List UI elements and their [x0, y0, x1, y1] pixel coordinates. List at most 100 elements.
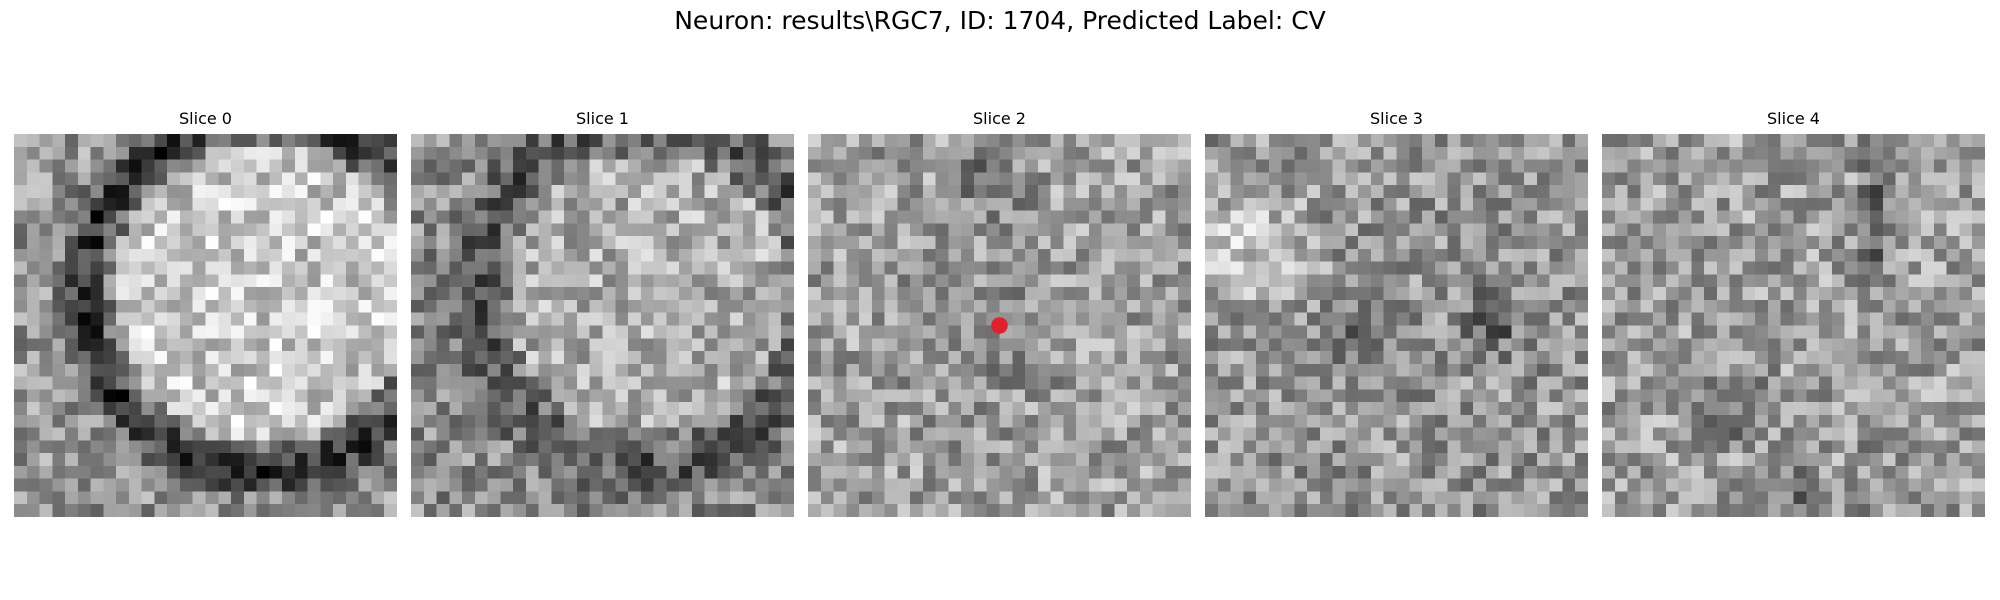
slice-pixel — [26, 134, 40, 148]
slice-pixel — [589, 248, 603, 262]
slice-pixel — [513, 159, 527, 173]
slice-pixel — [576, 376, 590, 390]
slice-pixel — [1819, 478, 1833, 492]
slice-pixel — [1127, 402, 1141, 416]
slice-pixel — [1294, 363, 1308, 377]
slice-pixel — [116, 287, 130, 301]
slice-pixel — [384, 146, 397, 160]
slice-pixel — [1908, 287, 1922, 301]
slice-pixel — [26, 159, 40, 173]
slice-pixel — [14, 478, 28, 492]
slice-pixel — [1434, 351, 1448, 365]
slice-pixel — [1088, 440, 1102, 454]
slice-pixel — [1319, 261, 1333, 275]
slice-pixel — [961, 146, 975, 160]
slice-pixel — [538, 478, 552, 492]
slice-pixel — [1793, 299, 1807, 313]
slice-pixel — [1729, 325, 1743, 339]
slice-pixel — [538, 402, 552, 416]
slice-pixel — [1959, 287, 1973, 301]
slice-pixel — [141, 299, 155, 313]
slice-pixel — [116, 312, 130, 326]
slice-pixel — [1575, 465, 1588, 479]
slice-pixel — [973, 185, 987, 199]
slice-pixel — [256, 325, 270, 339]
slice-panel-2: Slice 2 — [808, 108, 1191, 517]
slice-pixel — [65, 185, 79, 199]
slice-pixel — [1524, 453, 1538, 467]
slice-pixel — [1012, 465, 1026, 479]
slice-pixel — [167, 453, 181, 467]
slice-pixel — [1268, 351, 1282, 365]
slice-pixel — [948, 159, 962, 173]
slice-pixel — [1704, 504, 1718, 517]
slice-pixel — [1152, 146, 1166, 160]
slice-pixel — [1536, 351, 1550, 365]
slice-pixel — [666, 274, 680, 288]
slice-pixel — [1653, 236, 1667, 250]
slice-pixel — [1780, 440, 1794, 454]
slice-pixel — [1422, 299, 1436, 313]
slice-pixel — [653, 197, 667, 211]
slice-pixel — [910, 223, 924, 237]
slice-pixel — [1114, 261, 1128, 275]
slice-pixel — [525, 453, 539, 467]
slice-pixel — [538, 351, 552, 365]
slice-pixel — [307, 363, 321, 377]
slice-pixel — [1844, 402, 1858, 416]
slice-pixel — [1268, 223, 1282, 237]
slice-pixel — [999, 504, 1013, 517]
slice-pixel — [846, 376, 860, 390]
slice-pixel — [1767, 274, 1781, 288]
slice-pixel — [1844, 159, 1858, 173]
slice-pixel — [768, 134, 782, 148]
slice-pixel — [1063, 172, 1077, 186]
slice-pixel — [1114, 248, 1128, 262]
slice-pixel — [371, 325, 385, 339]
slice-pixel — [730, 504, 744, 517]
slice-pixel — [1063, 146, 1077, 160]
slice-pixel — [910, 363, 924, 377]
slice-pixel — [1729, 465, 1743, 479]
slice-pixel — [1012, 287, 1026, 301]
slice-pixel — [1959, 440, 1973, 454]
slice-pixel — [742, 427, 756, 441]
slice-pixel — [1549, 134, 1563, 148]
slice-pixel — [1704, 172, 1718, 186]
slice-pixel — [474, 159, 488, 173]
slice-pixel — [679, 414, 693, 428]
slice-pixel — [768, 299, 782, 313]
slice-pixel — [1165, 325, 1179, 339]
slice-pixel — [1088, 159, 1102, 173]
slice-pixel — [808, 338, 822, 352]
slice-pixel — [269, 351, 283, 365]
slice-pixel — [345, 491, 359, 505]
slice-pixel — [538, 414, 552, 428]
slice-pixel — [1524, 210, 1538, 224]
slice-pixel — [1536, 274, 1550, 288]
slice-pixel — [704, 134, 718, 148]
slice-pixel — [1307, 414, 1321, 428]
slice-pixel — [1332, 363, 1346, 377]
slice-pixel — [961, 453, 975, 467]
slice-pixel — [1908, 134, 1922, 148]
slice-pixel — [922, 504, 936, 517]
slice-pixel — [1294, 453, 1308, 467]
slice-pixel — [551, 248, 565, 262]
slice-pixel — [1729, 414, 1743, 428]
slice-pixel — [474, 427, 488, 441]
slice-pixel — [487, 134, 501, 148]
slice-pixel — [1767, 248, 1781, 262]
slice-pixel — [1370, 491, 1384, 505]
slice-pixel — [282, 402, 296, 416]
slice-pixel — [26, 363, 40, 377]
slice-pixel — [1114, 236, 1128, 250]
slice-pixel — [1536, 210, 1550, 224]
slice-pixel — [1268, 338, 1282, 352]
slice-pixel — [1806, 299, 1820, 313]
slice-pixel — [14, 363, 28, 377]
slice-pixel — [1549, 491, 1563, 505]
slice-pixel — [1165, 351, 1179, 365]
slice-pixel — [576, 465, 590, 479]
slice-pixel — [1114, 134, 1128, 148]
